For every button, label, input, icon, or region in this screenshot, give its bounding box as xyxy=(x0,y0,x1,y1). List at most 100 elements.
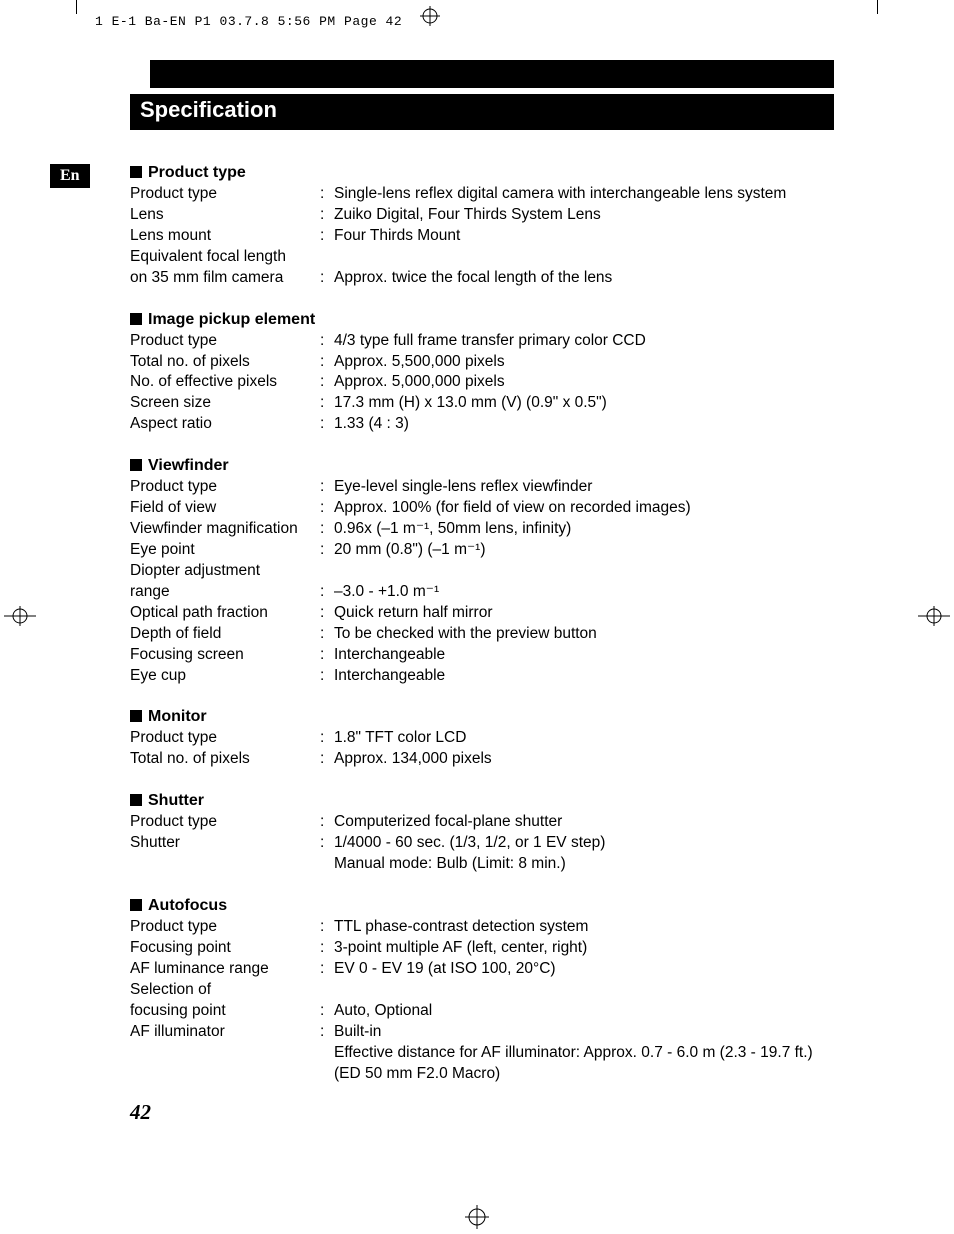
spec-row: Total no. of pixels:Approx. 134,000 pixe… xyxy=(130,749,844,770)
spec-row: Shutter:1/4000 - 60 sec. (1/3, 1/2, or 1… xyxy=(130,833,844,854)
spec-value: Manual mode: Bulb (Limit: 8 min.) xyxy=(334,854,844,875)
spec-value: Interchangeable xyxy=(334,645,844,666)
spec-section: Product typeProduct type:Single-lens ref… xyxy=(130,164,844,289)
colon-separator: : xyxy=(320,393,334,414)
section-heading-text: Shutter xyxy=(148,792,204,809)
colon-separator: : xyxy=(320,1001,334,1022)
spec-row: Selection of xyxy=(130,980,844,1001)
spec-row: focusing point:Auto, Optional xyxy=(130,1001,844,1022)
colon-separator xyxy=(320,854,334,875)
spec-label: on 35 mm film camera xyxy=(130,268,320,289)
spec-row: Product type:Eye-level single-lens refle… xyxy=(130,477,844,498)
colon-separator: : xyxy=(320,540,334,561)
spec-row: Viewfinder magnification:0.96x (–1 m⁻¹, … xyxy=(130,519,844,540)
spec-value: Interchangeable xyxy=(334,666,844,687)
spec-label: Focusing point xyxy=(130,938,320,959)
section-heading: Image pickup element xyxy=(130,311,844,329)
spec-row: Product type:Single-lens reflex digital … xyxy=(130,184,844,205)
spec-section: ShutterProduct type:Computerized focal-p… xyxy=(130,792,844,875)
spec-value xyxy=(334,561,844,582)
title-underline xyxy=(130,126,834,129)
colon-separator: : xyxy=(320,1022,334,1043)
spec-row: range:–3.0 - +1.0 m⁻¹ xyxy=(130,582,844,603)
colon-separator: : xyxy=(320,498,334,519)
colon-separator: : xyxy=(320,645,334,666)
spec-label: Optical path fraction xyxy=(130,603,320,624)
spec-row: Eye point:20 mm (0.8") (–1 m⁻¹) xyxy=(130,540,844,561)
section-heading-text: Viewfinder xyxy=(148,457,229,474)
spec-row: Diopter adjustment xyxy=(130,561,844,582)
spec-row: Product type:Computerized focal-plane sh… xyxy=(130,812,844,833)
section-heading-text: Monitor xyxy=(148,708,207,725)
spec-label: AF illuminator xyxy=(130,1022,320,1043)
section-heading-text: Product type xyxy=(148,164,246,181)
spec-section: Monitor Product type:1.8" TFT color LCDTo… xyxy=(130,708,844,770)
spec-label: Lens xyxy=(130,205,320,226)
colon-separator: : xyxy=(320,268,334,289)
spec-label: Shutter xyxy=(130,833,320,854)
page-title: Specification xyxy=(140,97,277,122)
colon-separator: : xyxy=(320,959,334,980)
spec-section: Image pickup element Product type:4/3 typ… xyxy=(130,311,844,436)
spec-label: Total no. of pixels xyxy=(130,749,320,770)
spec-label: Product type xyxy=(130,184,320,205)
registration-mark-right xyxy=(914,606,954,631)
registration-mark-top xyxy=(420,6,440,26)
spec-value: Single-lens reflex digital camera with i… xyxy=(334,184,844,205)
spec-value xyxy=(334,247,844,268)
spec-label: Selection of xyxy=(130,980,320,1001)
colon-separator: : xyxy=(320,728,334,749)
section-heading-text: Autofocus xyxy=(148,897,227,914)
colon-separator: : xyxy=(320,833,334,854)
spec-label: focusing point xyxy=(130,1001,320,1022)
spec-label: Eye point xyxy=(130,540,320,561)
spec-row: AF luminance range:EV 0 - EV 19 (at ISO … xyxy=(130,959,844,980)
spec-row: Total no. of pixels:Approx. 5,500,000 pi… xyxy=(130,352,844,373)
colon-separator: : xyxy=(320,477,334,498)
spec-row: Depth of field:To be checked with the pr… xyxy=(130,624,844,645)
spec-label: AF luminance range xyxy=(130,959,320,980)
spec-row: Equivalent focal length xyxy=(130,247,844,268)
spec-row: Lens mount:Four Thirds Mount xyxy=(130,226,844,247)
spec-value: EV 0 - EV 19 (at ISO 100, 20°C) xyxy=(334,959,844,980)
colon-separator: : xyxy=(320,582,334,603)
spec-value: Approx. 5,500,000 pixels xyxy=(334,352,844,373)
square-bullet-icon xyxy=(130,313,142,325)
spec-row: Effective distance for AF illuminator: A… xyxy=(130,1043,844,1064)
print-header: 1 E-1 Ba-EN P1 03.7.8 5:56 PM Page 42 xyxy=(95,14,402,29)
spec-row: Lens:Zuiko Digital, Four Thirds System L… xyxy=(130,205,844,226)
spec-value: Four Thirds Mount xyxy=(334,226,844,247)
spec-row: Product type:4/3 type full frame transfe… xyxy=(130,331,844,352)
colon-separator xyxy=(320,247,334,268)
colon-separator: : xyxy=(320,352,334,373)
spec-value: 17.3 mm (H) x 13.0 mm (V) (0.9" x 0.5") xyxy=(334,393,844,414)
spec-label: Field of view xyxy=(130,498,320,519)
section-heading: Viewfinder xyxy=(130,457,844,475)
spec-label: Product type xyxy=(130,477,320,498)
page-number: 42 xyxy=(130,1100,151,1125)
spec-label: range xyxy=(130,582,320,603)
colon-separator xyxy=(320,980,334,1001)
section-heading: Monitor xyxy=(130,708,844,726)
colon-separator: : xyxy=(320,812,334,833)
spec-label: Product type xyxy=(130,812,320,833)
spec-label: Equivalent focal length xyxy=(130,247,320,268)
colon-separator xyxy=(320,1043,334,1064)
spec-label: Eye cup xyxy=(130,666,320,687)
spec-value: 1.33 (4 : 3) xyxy=(334,414,844,435)
spec-row: Optical path fraction:Quick return half … xyxy=(130,603,844,624)
spec-label: Focusing screen xyxy=(130,645,320,666)
spec-row: Product type:1.8" TFT color LCD xyxy=(130,728,844,749)
spec-row: Focusing point:3-point multiple AF (left… xyxy=(130,938,844,959)
square-bullet-icon xyxy=(130,794,142,806)
spec-label: Screen size xyxy=(130,393,320,414)
colon-separator: : xyxy=(320,603,334,624)
colon-separator xyxy=(320,1064,334,1085)
colon-separator: : xyxy=(320,184,334,205)
spec-value: Effective distance for AF illuminator: A… xyxy=(334,1043,844,1064)
section-heading-text: Image pickup element xyxy=(148,311,315,328)
spec-value: 1/4000 - 60 sec. (1/3, 1/2, or 1 EV step… xyxy=(334,833,844,854)
square-bullet-icon xyxy=(130,166,142,178)
square-bullet-icon xyxy=(130,710,142,722)
spec-row: Screen size:17.3 mm (H) x 13.0 mm (V) (0… xyxy=(130,393,844,414)
